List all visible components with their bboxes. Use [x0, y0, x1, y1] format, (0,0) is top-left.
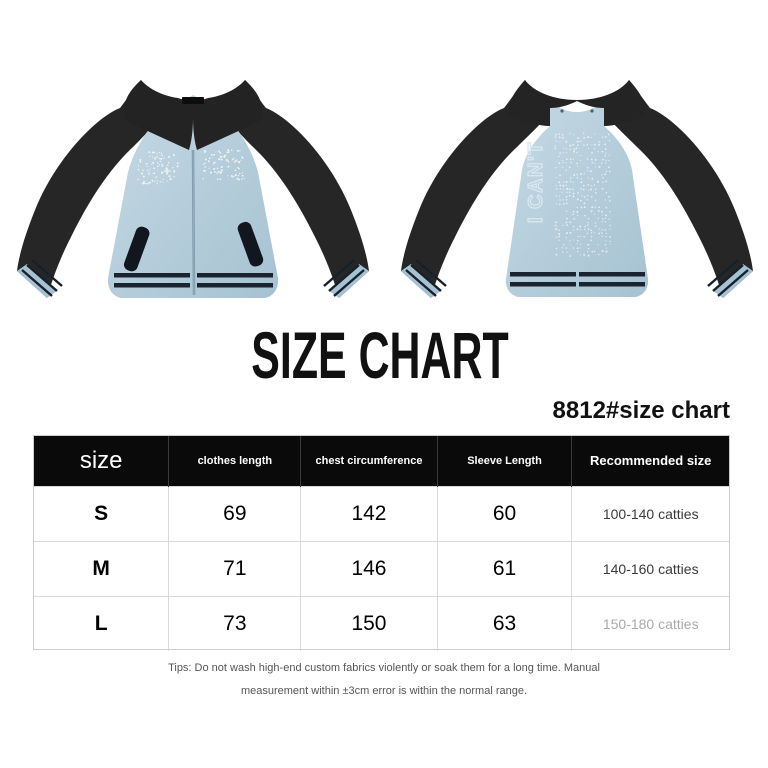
svg-text:I CAN'T: I CAN'T — [525, 141, 547, 223]
